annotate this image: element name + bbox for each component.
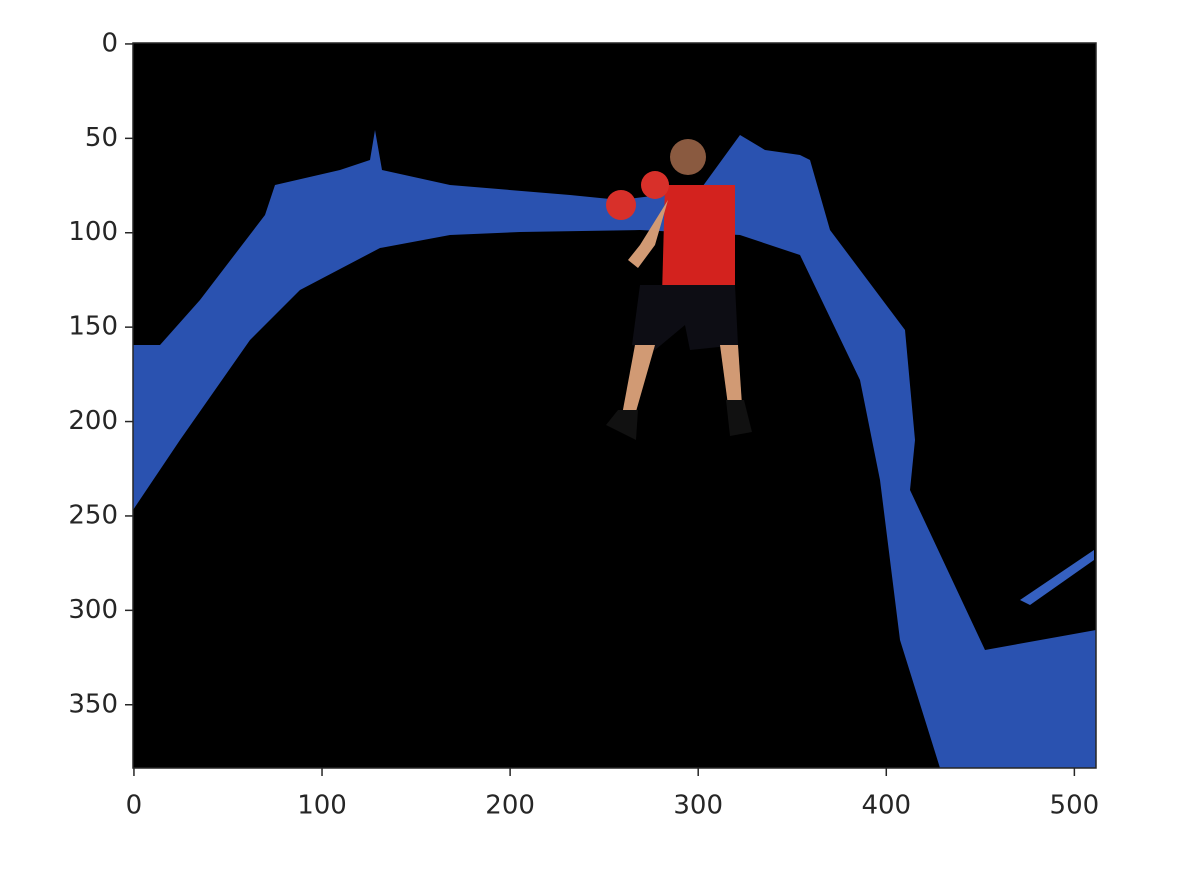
y-tick-label: 200 (68, 406, 118, 436)
y-tick-label: 150 (68, 312, 118, 342)
y-tick-label: 50 (85, 123, 118, 153)
person (606, 139, 752, 440)
x-tick-label: 400 (861, 791, 911, 821)
x-tick-label: 0 (126, 791, 143, 821)
x-tick-label: 100 (297, 791, 347, 821)
y-tick-label: 350 (68, 689, 118, 719)
x-tick-label: 500 (1050, 791, 1100, 821)
x-tick-label: 300 (673, 791, 723, 821)
y-tick-label: 300 (68, 595, 118, 625)
axes-frame (132, 42, 1097, 769)
x-tick-label: 200 (485, 791, 535, 821)
image (133, 43, 1096, 768)
y-tick-label: 0 (101, 28, 118, 58)
y-tick-label: 100 (68, 217, 118, 247)
y-tick-label: 250 (68, 500, 118, 530)
